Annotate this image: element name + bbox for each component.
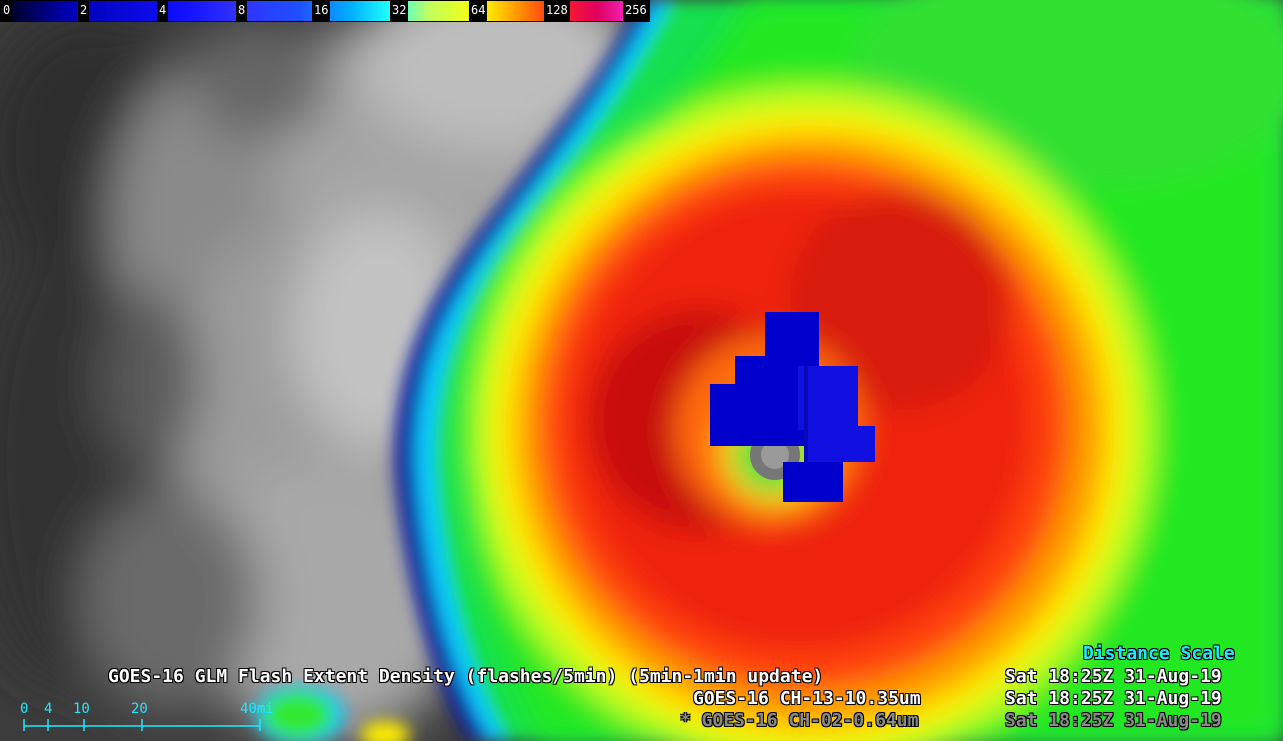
- colorbar-tick: 8: [236, 1, 248, 21]
- legend-line-ch13-time: Sat 18:25Z 31-Aug-19: [1005, 688, 1222, 709]
- distance-scale-label: 4: [44, 701, 53, 717]
- colorbar-tick: 256: [623, 1, 649, 21]
- distance-scale-label: 0: [20, 701, 29, 717]
- glm-flash-extent-density: [710, 312, 875, 502]
- distance-scale-label: 40mi: [240, 701, 274, 717]
- legend-line-glm-product: GOES-16 GLM Flash Extent Density (flashe…: [108, 666, 824, 687]
- color-bar-legend: 0 2 4 8 16 32 64 128 256: [0, 0, 650, 22]
- legend-line-ch02-time: Sat 18:25Z 31-Aug-19: [1005, 710, 1222, 731]
- colorbar-tick: 4: [157, 1, 169, 21]
- colorbar-tick: 2: [78, 1, 90, 21]
- distance-scale-label: 10: [73, 701, 90, 717]
- legend-line-ch02-product: * GOES-16 CH-02-0.64um: [680, 710, 919, 731]
- legend-line-glm-time: Sat 18:25Z 31-Aug-19: [1005, 666, 1222, 687]
- colorbar-tick: 0: [1, 1, 13, 21]
- colorbar-tick: 128: [544, 1, 570, 21]
- colorbar-tick: 64: [469, 1, 488, 21]
- colorbar-tick: 32: [390, 1, 409, 21]
- distance-scale-bar: [23, 719, 261, 731]
- colorbar-tick: 16: [312, 1, 331, 21]
- distance-scale-label: 20: [131, 701, 148, 717]
- legend-line-ch13-product: GOES-16 CH-13-10.35um: [693, 688, 921, 709]
- distance-scale-title: Distance Scale: [1083, 643, 1235, 664]
